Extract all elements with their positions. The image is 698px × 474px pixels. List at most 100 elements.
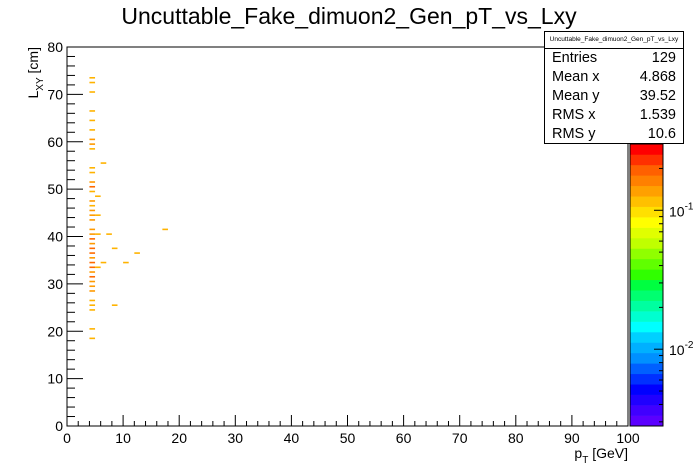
heatmap-cell bbox=[89, 337, 96, 340]
heatmap-cell bbox=[95, 266, 101, 269]
heatmap-cell bbox=[111, 247, 118, 250]
x-tick-label: 30 bbox=[228, 430, 244, 446]
z-tick-label: 10-2 bbox=[669, 340, 694, 358]
palette-band bbox=[630, 154, 663, 166]
stats-value: 4.868 bbox=[639, 69, 676, 85]
palette-band bbox=[630, 248, 663, 260]
heatmap-cell bbox=[95, 195, 101, 198]
palette-band bbox=[630, 311, 663, 322]
heatmap-cell bbox=[89, 271, 96, 273]
y-tick-label: 20 bbox=[47, 323, 63, 339]
palette-band bbox=[630, 415, 663, 427]
x-label-sub: T bbox=[582, 455, 588, 466]
y-label-unit: [cm] bbox=[25, 47, 41, 77]
heatmap-cell bbox=[100, 162, 107, 164]
heatmap-cell bbox=[89, 119, 96, 122]
palette-band bbox=[630, 405, 663, 416]
y-tick-label: 60 bbox=[47, 134, 63, 150]
palette-band bbox=[630, 279, 663, 291]
palette-band bbox=[630, 185, 663, 197]
heatmap-cell bbox=[89, 280, 96, 283]
heatmap-cell bbox=[111, 304, 118, 306]
stats-label: RMS y bbox=[552, 126, 596, 142]
heatmap-cell bbox=[89, 185, 96, 188]
heatmap-cell bbox=[89, 181, 96, 183]
heatmap-cell bbox=[106, 233, 112, 235]
heatmap-cell bbox=[89, 148, 96, 150]
heatmap-cell bbox=[89, 257, 96, 259]
stats-label: Mean x bbox=[552, 69, 600, 85]
x-label-p: p bbox=[574, 445, 582, 461]
palette-band bbox=[630, 290, 663, 301]
palette-band bbox=[630, 258, 663, 270]
palette-frame bbox=[629, 143, 664, 427]
chart-title: Uncuttable_Fake_dimuon2_Gen_pT_vs_Lxy bbox=[121, 3, 577, 29]
stats-value: 10.6 bbox=[647, 126, 676, 142]
stats-row-mean-y: Mean y 39.52 bbox=[545, 87, 683, 106]
color-palette bbox=[629, 143, 664, 427]
heatmap-cell bbox=[89, 110, 96, 112]
y-tick-label: 30 bbox=[47, 276, 63, 292]
x-tick-label: 40 bbox=[284, 430, 300, 446]
y-label-sub: XY bbox=[35, 77, 46, 91]
heatmap-cell bbox=[89, 76, 96, 79]
heatmap-cell bbox=[89, 309, 96, 311]
heatmap-cell bbox=[89, 138, 96, 141]
z-tick-label: 10-1 bbox=[669, 201, 694, 219]
stats-value: 39.52 bbox=[639, 88, 676, 104]
stats-box: Uncuttable_Fake_dimuon2_Gen_pT_vs_Lxy En… bbox=[544, 31, 684, 144]
y-tick-label: 0 bbox=[55, 418, 63, 434]
x-tick-label: 50 bbox=[340, 430, 356, 446]
x-tick-label: 90 bbox=[564, 430, 580, 446]
y-tick-label: 50 bbox=[47, 181, 63, 197]
x-tick-label: 60 bbox=[396, 430, 412, 446]
z-axis: 10-2 10-1 bbox=[654, 167, 694, 423]
y-tick-label: 70 bbox=[47, 86, 63, 102]
palette-band bbox=[630, 238, 663, 249]
palette-band bbox=[630, 373, 663, 385]
axes: 0 10 20 30 40 50 60 70 80 90 100 0 10 20 30 40 50 60 70 80 bbox=[47, 39, 639, 446]
palette-band bbox=[630, 394, 663, 406]
x-tick-label: 0 bbox=[63, 430, 71, 446]
heatmap-cell bbox=[89, 190, 96, 193]
heatmap-cell bbox=[89, 91, 96, 93]
palette-band bbox=[630, 384, 663, 395]
heatmap-cells bbox=[89, 76, 168, 340]
palette-band bbox=[630, 175, 663, 187]
palette-band bbox=[630, 227, 663, 239]
stats-label: Mean y bbox=[552, 88, 600, 104]
svg-text:LXY [cm]: LXY [cm] bbox=[25, 47, 46, 98]
y-tick-label: 80 bbox=[47, 39, 63, 55]
stats-title: Uncuttable_Fake_dimuon2_Gen_pT_vs_Lxy bbox=[545, 32, 683, 49]
heatmap-cell bbox=[95, 233, 101, 235]
palette-band bbox=[630, 352, 663, 364]
heatmap-cell bbox=[89, 233, 96, 235]
heatmap-cell bbox=[89, 219, 96, 221]
palette-band bbox=[630, 144, 663, 155]
heatmap-cell bbox=[89, 328, 96, 330]
heatmap-cell bbox=[89, 285, 96, 288]
palette-band bbox=[630, 300, 663, 312]
heatmap-cell bbox=[134, 252, 140, 254]
palette-band bbox=[630, 217, 663, 228]
palette-band bbox=[630, 196, 663, 207]
heatmap-cell bbox=[89, 171, 96, 174]
heatmap-cell bbox=[89, 143, 96, 145]
heatmap-cell bbox=[123, 261, 129, 264]
heatmap-cell bbox=[89, 209, 96, 212]
heatmap-cell bbox=[89, 228, 96, 231]
palette-band bbox=[630, 206, 663, 218]
x-tick-label: 10 bbox=[115, 430, 131, 446]
heatmap-cell bbox=[89, 275, 96, 278]
heatmap-cell bbox=[89, 200, 96, 202]
x-tick-label: 70 bbox=[452, 430, 468, 446]
heatmap-cell bbox=[89, 214, 96, 216]
y-tick-label: 40 bbox=[47, 229, 63, 245]
stats-row-entries: Entries 129 bbox=[545, 49, 683, 68]
svg-text:pT [GeV]: pT [GeV] bbox=[574, 445, 628, 466]
heatmap-cell bbox=[100, 261, 107, 264]
stats-label: RMS x bbox=[552, 107, 596, 123]
heatmap-cell bbox=[89, 81, 96, 84]
heatmap-cell bbox=[89, 167, 96, 169]
